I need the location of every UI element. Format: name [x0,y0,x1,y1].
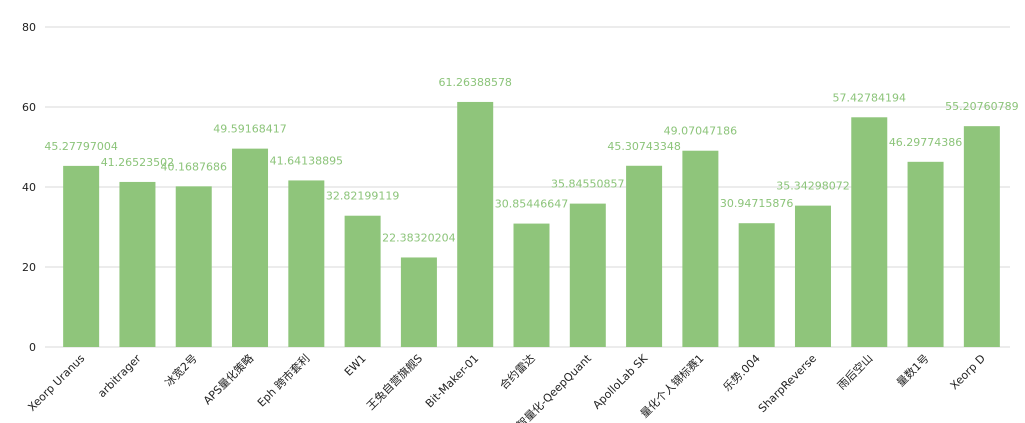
x-tick-label: APS量化策略 [200,351,256,407]
value-label: 22.38320204 [382,231,455,244]
value-label: 55.20760789 [945,100,1018,113]
x-tick-label: Bit-Maker-01 [423,352,481,410]
y-tick-label: 80 [22,21,36,34]
x-tick-label: arbitrager [95,352,144,401]
x-tick-label: 冰宽2号 [162,351,200,389]
x-tick-label: Xeorp D [948,352,988,392]
bar [63,165,100,347]
x-tick-label: 雨后空山 [834,351,875,392]
value-label: 49.59168417 [213,123,286,136]
x-tick-label: Xeorp Uranus [25,352,87,414]
bar [963,126,1000,347]
value-label: 41.26523502 [101,156,174,169]
value-label: 30.94715876 [720,197,793,210]
bar [288,180,325,347]
x-tick-label: ApolloLab SK [590,351,650,411]
bar [232,148,269,347]
x-tick-label: Eph 跨市套利 [254,351,312,409]
x-tick-label: SharpReverse [756,352,819,415]
y-tick-label: 20 [22,261,36,274]
x-tick-label: 量数1号 [894,352,931,389]
bar [457,101,494,347]
value-label: 32.82199119 [326,190,399,203]
bar [344,215,381,347]
value-label: 46.29774386 [889,136,962,149]
y-tick-label: 60 [22,101,36,114]
y-tick-label: 40 [22,181,36,194]
bar [738,223,775,347]
y-tick-label: 0 [29,341,36,354]
bar [851,117,888,347]
x-tick-label: 合约雷达 [497,351,538,392]
bar [175,186,212,347]
bar [569,203,606,347]
value-label: 45.30743348 [607,140,680,153]
value-label: 30.85446647 [495,198,568,211]
bar [907,161,944,347]
bar [682,150,719,347]
value-label: 41.64138895 [270,154,343,167]
value-label: 61.26388578 [438,76,511,89]
bar [626,165,663,347]
value-label: 45.27797004 [44,140,117,153]
value-label: 35.34298072 [776,180,849,193]
bar [794,205,831,347]
value-label: 49.07047186 [664,125,737,138]
bar [119,181,156,347]
x-tick-label: 乐势.004 [721,352,763,394]
x-tick-label: EW1 [342,352,369,379]
bar [400,257,437,347]
bar [513,223,550,347]
value-label: 35.84550857 [551,178,624,191]
value-label: 40.1687686 [160,160,226,173]
value-label: 57.42784194 [833,91,906,104]
x-tick-label: 王兔自营旗舰S [364,351,426,413]
